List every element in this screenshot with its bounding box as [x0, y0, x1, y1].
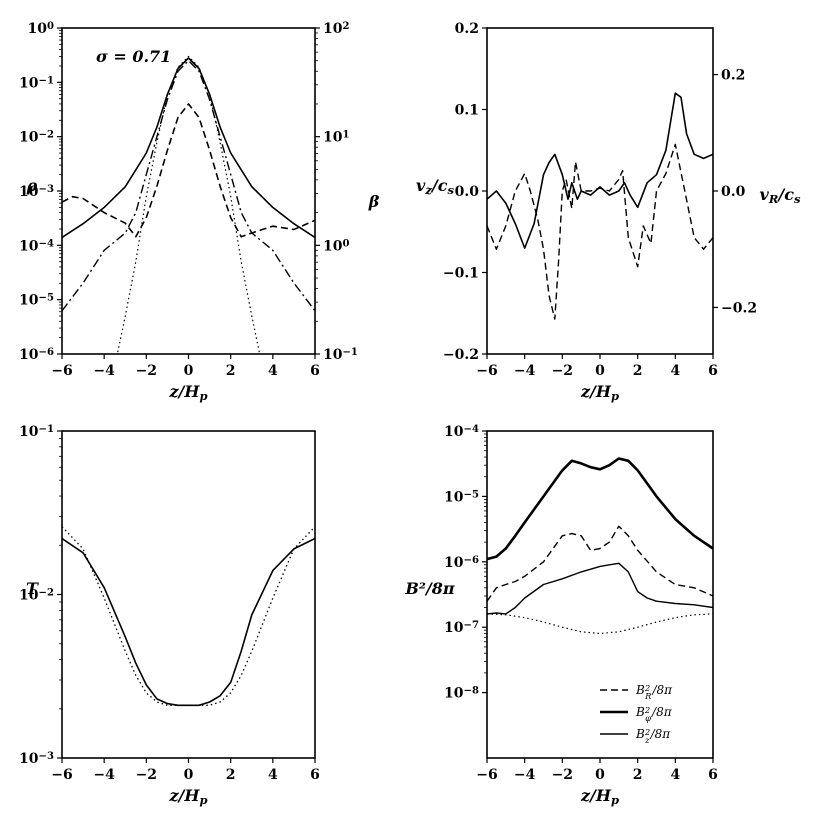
- density_beta-frame: [61, 27, 316, 355]
- magnetic_energy-series-b-z-8-: [487, 562, 713, 615]
- density_beta-xtick-label: −6: [51, 363, 72, 379]
- velocity-ytick-label: −0.2: [443, 347, 479, 363]
- magnetic_energy-xtick-label: 4: [670, 767, 680, 783]
- temperature-frame: [61, 430, 316, 759]
- magnetic_energy-ylabel: B²/8π: [404, 579, 455, 598]
- density_beta-xtick-label: 2: [226, 363, 236, 379]
- density_beta-xtick-label: 6: [310, 363, 320, 379]
- density_beta-ytick-label: 10−5: [19, 292, 54, 309]
- magnetic_energy-series-b-8-: [487, 457, 713, 561]
- density_beta-y2tick-label: 102: [323, 21, 350, 38]
- density_beta-ylabel-right: β: [368, 192, 380, 211]
- magnetic_energy-xtick-label: 0: [595, 767, 605, 783]
- density_beta-ytick-label: 10−4: [19, 238, 54, 255]
- velocity-xtick-label: −2: [552, 363, 573, 379]
- magnetic_energy-xtick-label: −4: [514, 767, 536, 783]
- velocity-y2tick-label: −0.2: [721, 300, 757, 316]
- velocity-series-v-r: [487, 143, 713, 320]
- density_beta-ytick-label: 10−3: [19, 184, 54, 201]
- magnetic_energy-frame: [486, 430, 714, 759]
- temperature-series-t-initial: [62, 526, 315, 706]
- temperature-xtick-label: −6: [51, 767, 72, 783]
- density_beta-ylabel: ρ: [26, 176, 38, 195]
- density_beta-xtick-label: 4: [268, 363, 278, 379]
- density_beta-series-rho-initial: [116, 55, 261, 354]
- velocity-ytick-label: 0.0: [455, 184, 480, 200]
- velocity-ytick-label: 0.1: [455, 103, 479, 119]
- density_beta-xtick-label: −4: [93, 363, 115, 379]
- magnetic_energy-xtick-label: 2: [633, 767, 643, 783]
- temperature-xtick-label: 4: [268, 767, 278, 783]
- magnetic_energy-ytick-label: 10−8: [444, 685, 479, 702]
- temperature-ytick-label: 10−3: [19, 751, 54, 768]
- density_beta-ytick-label: 10−6: [19, 347, 54, 364]
- magnetic_energy-legend-label: B2 z/8π: [635, 727, 671, 745]
- velocity-xlabel: z/Hp: [580, 382, 619, 403]
- temperature-xtick-label: 0: [184, 767, 194, 783]
- magnetic_energy-series-b-r-8-: [487, 525, 713, 602]
- temperature-xtick-label: −2: [136, 767, 157, 783]
- magnetic_energy-xtick-label: −2: [552, 767, 573, 783]
- velocity-xtick-label: 6: [708, 363, 718, 379]
- density_beta-annotation: σ = 0.71: [96, 47, 171, 66]
- density_beta-y2tick-label: 100: [323, 238, 350, 255]
- velocity-ytick-label: 0.2: [455, 21, 479, 37]
- magnetic_energy-ytick-label: 10−5: [444, 489, 479, 506]
- velocity-xtick-label: −4: [514, 363, 536, 379]
- magnetic_energy-legend-label: B2 φ/8π: [635, 705, 673, 723]
- velocity-y2tick-label: 0.2: [721, 68, 745, 84]
- density_beta-series-beta-initial: [62, 60, 315, 312]
- temperature-xtick-label: 2: [226, 767, 236, 783]
- magnetic_energy-xlabel: z/Hp: [580, 786, 619, 807]
- velocity-xtick-label: 2: [633, 363, 643, 379]
- magnetic_energy-xtick-label: −6: [476, 767, 497, 783]
- temperature-xtick-label: 6: [310, 767, 320, 783]
- temperature-ytick-label: 10−1: [19, 424, 54, 441]
- density_beta-series-beta: [62, 103, 315, 238]
- density_beta-xtick-label: −2: [136, 363, 157, 379]
- temperature-ylabel: T: [26, 579, 39, 598]
- density_beta-xlabel: z/Hp: [168, 382, 207, 403]
- density_beta-ytick-label: 100: [28, 21, 55, 38]
- temperature-xlabel: z/Hp: [168, 786, 207, 807]
- magnetic_energy-xtick-label: 6: [708, 767, 718, 783]
- temperature-ytick-label: 10−2: [19, 587, 54, 604]
- velocity-xtick-label: 4: [670, 363, 680, 379]
- velocity-y2tick-label: 0.0: [721, 184, 746, 200]
- velocity-series-v-z: [487, 92, 713, 249]
- density_beta-ytick-label: 10−2: [19, 129, 54, 146]
- density_beta-series-rho: [62, 57, 315, 239]
- magnetic_energy-legend-label: B2 R/8π: [635, 683, 673, 701]
- velocity-xtick-label: −6: [476, 363, 497, 379]
- velocity-frame: [486, 27, 714, 355]
- temperature-xtick-label: −4: [93, 767, 115, 783]
- density_beta-ytick-label: 10−1: [19, 75, 54, 92]
- velocity-ytick-label: −0.1: [443, 266, 479, 282]
- velocity-ylabel-right: vR/cs: [760, 185, 801, 206]
- magnetic_energy-ytick-label: 10−4: [444, 424, 479, 441]
- magnetic_energy-ytick-label: 10−7: [444, 620, 479, 637]
- density_beta-y2tick-label: 10−1: [323, 347, 358, 364]
- magnetic_energy-ytick-label: 10−6: [444, 554, 479, 571]
- velocity-ylabel: vz/cs: [416, 176, 454, 197]
- density_beta-xtick-label: 0: [184, 363, 194, 379]
- temperature-series-t: [62, 537, 315, 707]
- magnetic_energy-series-initial: [487, 613, 713, 635]
- velocity-xtick-label: 0: [595, 363, 605, 379]
- density_beta-y2tick-label: 101: [323, 129, 350, 146]
